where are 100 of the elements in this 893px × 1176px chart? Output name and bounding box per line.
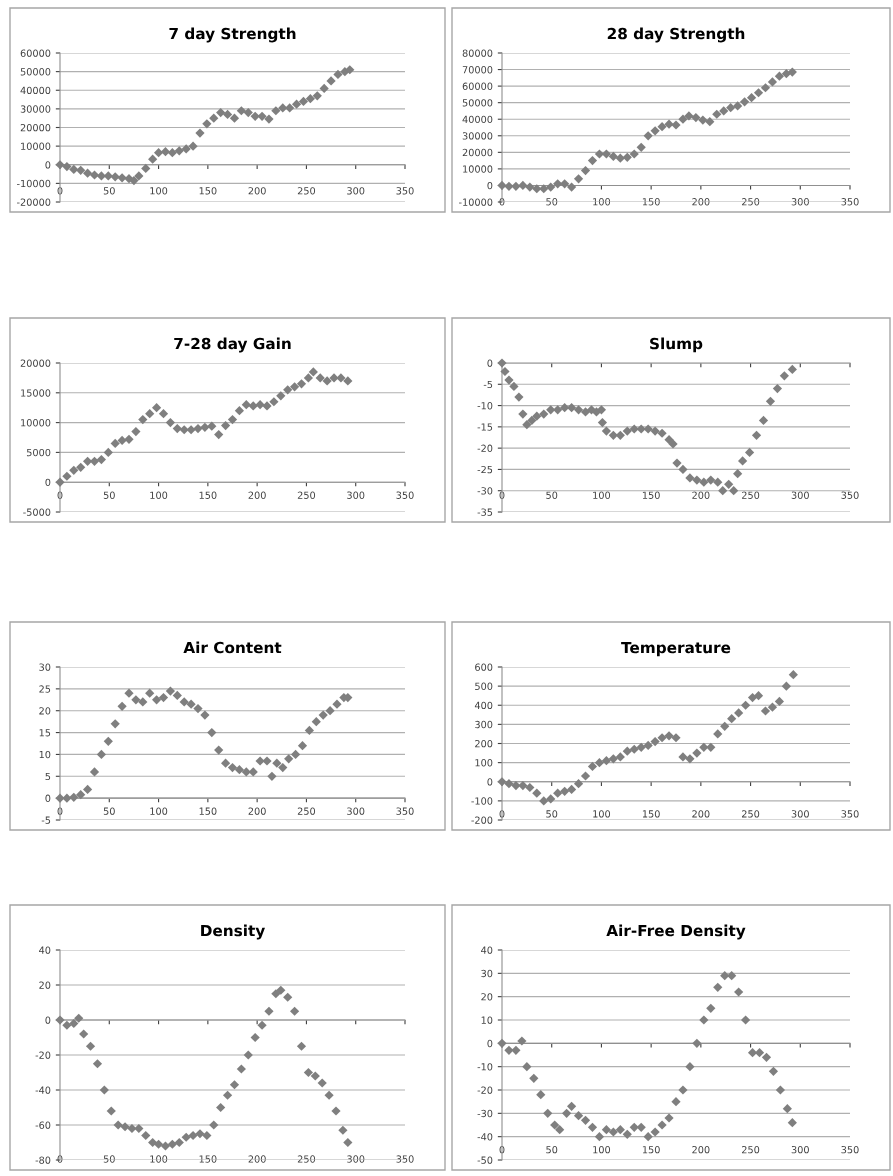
chart-title: Slump bbox=[650, 337, 703, 353]
x-tick-label: 100 bbox=[593, 198, 611, 206]
point bbox=[768, 1066, 779, 1076]
y-tick-label: -80 bbox=[35, 1156, 51, 1164]
point bbox=[724, 479, 734, 489]
point bbox=[167, 148, 177, 158]
point bbox=[92, 1059, 103, 1069]
point bbox=[573, 405, 584, 415]
point bbox=[788, 670, 798, 680]
point bbox=[76, 462, 86, 472]
y-tick-label: 40 bbox=[481, 946, 493, 954]
point bbox=[103, 736, 113, 746]
point bbox=[220, 758, 231, 768]
point bbox=[317, 1078, 327, 1088]
point bbox=[664, 1113, 674, 1123]
point bbox=[195, 1129, 205, 1139]
point bbox=[311, 717, 321, 727]
point bbox=[601, 426, 612, 436]
x-tick-label: 50 bbox=[103, 491, 115, 499]
x-tick-label: 50 bbox=[103, 1155, 115, 1163]
point bbox=[158, 409, 169, 419]
point bbox=[539, 184, 549, 194]
x-tick-label: 250 bbox=[742, 198, 760, 206]
point bbox=[622, 426, 632, 436]
y-tick-label: 400 bbox=[474, 701, 493, 710]
y-tick-label: 30000 bbox=[462, 132, 493, 140]
point bbox=[243, 107, 253, 118]
point bbox=[713, 729, 723, 739]
x-tick-label: 0 bbox=[499, 1146, 505, 1154]
point bbox=[158, 692, 169, 703]
x-tick-label: 150 bbox=[199, 187, 217, 195]
point bbox=[546, 405, 556, 415]
x-tick-label: 200 bbox=[692, 198, 710, 206]
x-tick-label: 100 bbox=[150, 807, 168, 815]
point bbox=[326, 76, 336, 86]
point bbox=[518, 409, 528, 419]
point bbox=[55, 1015, 65, 1025]
y-tick-label: -100 bbox=[471, 797, 493, 805]
y-tick-label: -40 bbox=[35, 1086, 51, 1094]
point bbox=[753, 691, 764, 701]
point bbox=[720, 721, 730, 731]
point bbox=[573, 174, 584, 184]
point bbox=[781, 681, 791, 691]
point bbox=[699, 477, 709, 487]
point bbox=[318, 710, 328, 720]
point bbox=[96, 749, 107, 760]
y-tick-label: -5 bbox=[41, 816, 51, 824]
point bbox=[296, 1041, 307, 1051]
point bbox=[546, 182, 556, 192]
y-tick-label: 40000 bbox=[462, 115, 493, 124]
point bbox=[726, 103, 736, 113]
y-tick-label: 100 bbox=[475, 759, 493, 767]
point bbox=[305, 94, 315, 104]
point bbox=[332, 699, 342, 709]
point bbox=[497, 358, 507, 368]
point bbox=[650, 126, 660, 136]
x-tick-label: 300 bbox=[347, 491, 365, 499]
point bbox=[765, 396, 776, 406]
x-tick-label: 0 bbox=[57, 1155, 63, 1163]
y-tick-label: 20 bbox=[481, 993, 493, 1001]
point bbox=[629, 149, 639, 159]
point bbox=[601, 1125, 612, 1135]
x-tick-label: 350 bbox=[396, 807, 414, 815]
y-tick-label: 0 bbox=[45, 161, 51, 169]
point bbox=[527, 415, 537, 426]
x-tick-label: 200 bbox=[248, 807, 266, 815]
y-tick-label: -30 bbox=[477, 1109, 493, 1118]
point bbox=[319, 83, 329, 93]
point bbox=[229, 113, 240, 123]
point bbox=[284, 754, 294, 764]
x-tick-label: 250 bbox=[742, 491, 760, 499]
point bbox=[671, 733, 681, 743]
point bbox=[573, 1111, 584, 1121]
point bbox=[767, 702, 778, 712]
x-tick-label: 50 bbox=[546, 198, 558, 206]
point bbox=[580, 165, 591, 176]
point bbox=[678, 464, 688, 475]
y-tick-label: -20000 bbox=[17, 198, 51, 206]
point bbox=[207, 421, 217, 431]
point bbox=[202, 1130, 212, 1141]
point bbox=[272, 758, 282, 768]
point bbox=[69, 465, 79, 475]
point bbox=[729, 486, 739, 496]
point bbox=[55, 477, 65, 487]
point bbox=[706, 475, 716, 485]
point bbox=[733, 101, 743, 111]
point bbox=[615, 1125, 625, 1135]
point bbox=[129, 175, 139, 186]
y-tick-label: 0 bbox=[487, 1039, 493, 1048]
chart-title: 28 day Strength bbox=[607, 27, 745, 43]
x-tick-label: 0 bbox=[57, 187, 63, 195]
point bbox=[267, 771, 277, 781]
point bbox=[692, 748, 702, 758]
chart-title: 7-28 day Gain bbox=[174, 337, 291, 353]
point bbox=[62, 1020, 72, 1030]
point bbox=[55, 160, 65, 170]
point bbox=[774, 71, 785, 81]
point bbox=[271, 106, 281, 116]
point bbox=[131, 695, 141, 705]
point bbox=[153, 148, 164, 158]
